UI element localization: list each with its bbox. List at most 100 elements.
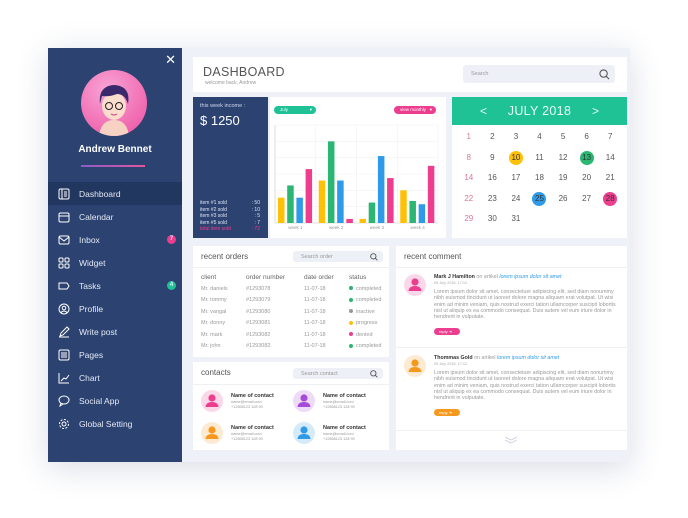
calendar-day[interactable]: 27 <box>575 191 599 207</box>
bar[interactable] <box>377 156 385 223</box>
order-number-cell: #1293079 <box>246 297 271 304</box>
sidebar-item-label: Calendar <box>79 211 114 222</box>
search-input[interactable]: Search <box>463 65 615 83</box>
search-icon[interactable] <box>370 252 378 261</box>
month-select[interactable]: July ▾ <box>274 106 316 114</box>
calendar-day[interactable]: 29 <box>457 211 481 227</box>
bar[interactable] <box>409 200 416 223</box>
bar[interactable] <box>278 197 285 223</box>
bar[interactable] <box>387 178 394 223</box>
bar[interactable] <box>337 180 344 223</box>
calendar-day[interactable]: 24 <box>504 191 528 207</box>
chevron-left-icon[interactable]: < <box>480 104 488 118</box>
calendar-day[interactable]: 6 <box>575 129 599 145</box>
reply-button[interactable]: reply ➜ <box>434 328 460 336</box>
table-row[interactable]: Mr. vangal #1293080 11-07-18 inactive <box>201 306 389 318</box>
chevron-right-icon[interactable]: > <box>591 104 599 118</box>
search-icon[interactable] <box>370 369 378 378</box>
calendar-day[interactable]: 28 <box>598 191 622 207</box>
contact-card[interactable]: Name of contact name@email.com +12658123 1… <box>293 390 366 412</box>
calendar-day[interactable]: 11 <box>528 150 552 166</box>
bar[interactable] <box>327 141 335 223</box>
contact-search-input[interactable]: Search contact <box>293 368 383 379</box>
bar[interactable] <box>400 190 407 223</box>
calendar-day[interactable]: 3 <box>504 129 528 145</box>
order-search-input[interactable]: Search order <box>293 251 383 262</box>
sidebar-item-profile[interactable]: Profile <box>48 297 182 320</box>
calendar-day[interactable]: 4 <box>528 129 552 145</box>
bar[interactable] <box>418 204 426 223</box>
item-count: : 5 <box>254 213 260 219</box>
search-icon[interactable] <box>599 68 610 80</box>
table-row[interactable]: Mr. tommy #1293079 11-07-18 completed <box>201 295 389 307</box>
sidebar-item-inbox[interactable]: Inbox 7 <box>48 228 182 251</box>
bar[interactable] <box>305 169 313 223</box>
chevron-double-down-icon[interactable] <box>504 436 518 444</box>
table-row[interactable]: Mr. daniels #1293078 11-07-18 completed <box>201 283 389 295</box>
day-number: 11 <box>535 152 544 162</box>
article-link[interactable]: lorem ipsum dolor sit amet <box>497 355 560 361</box>
calendar-day[interactable]: 20 <box>575 170 599 186</box>
close-icon[interactable]: ✕ <box>165 52 176 67</box>
client-cell: Mr. vangal <box>201 308 227 315</box>
income-value: $ 1250 <box>200 113 240 128</box>
calendar-day[interactable]: 26 <box>551 191 575 207</box>
calendar-day[interactable]: 10 <box>504 150 528 166</box>
calendar-day[interactable]: 2 <box>481 129 505 145</box>
table-row[interactable]: Mr. mark #1293082 11-07-18 denied <box>201 329 389 341</box>
calendar-day[interactable]: 5 <box>551 129 575 145</box>
period-select[interactable]: view monthly ▾ <box>394 106 436 114</box>
sidebar-item-pages[interactable]: Pages <box>48 343 182 366</box>
sidebar-item-global-setting[interactable]: Global Setting <box>48 412 182 435</box>
comment-author[interactable]: Mark J Hamilton <box>434 274 475 280</box>
bar[interactable] <box>346 218 353 223</box>
bar[interactable] <box>287 185 294 223</box>
item-label: item #2 sold <box>200 206 227 213</box>
calendar-day[interactable]: 14 <box>598 150 622 166</box>
contact-card[interactable]: Name of contact name@email.com +12658123 1… <box>201 390 274 412</box>
bar[interactable] <box>427 165 435 223</box>
calendar-day[interactable]: 18 <box>528 170 552 186</box>
calendar-day[interactable]: 30 <box>481 211 505 227</box>
reply-button[interactable]: reply ➜ <box>434 409 460 417</box>
income-label: this week income : <box>200 103 246 109</box>
calendar-day[interactable]: 22 <box>457 191 481 207</box>
calendar-day[interactable]: 14 <box>457 170 481 186</box>
calendar-day[interactable]: 9 <box>481 150 505 166</box>
calendar-day[interactable]: 13 <box>575 150 599 166</box>
comment-item: Mark J Hamilton on artikel lorem ipsum d… <box>404 274 619 338</box>
bar[interactable] <box>318 180 326 223</box>
bar[interactable] <box>296 197 303 223</box>
calendar-day[interactable]: 25 <box>528 191 552 207</box>
table-row[interactable]: Mr. donny #1293081 11-07-18 progress <box>201 318 389 330</box>
sidebar-item-chart[interactable]: Chart <box>48 366 182 389</box>
day-number: 30 <box>487 214 497 223</box>
status-dot <box>349 286 353 291</box>
calendar-day[interactable]: 7 <box>598 129 622 145</box>
calendar-day[interactable]: 16 <box>481 170 505 186</box>
contact-name: Name of contact <box>231 393 274 399</box>
bar[interactable] <box>368 202 376 223</box>
bar[interactable] <box>359 218 367 223</box>
day-number: 19 <box>558 173 568 182</box>
article-link[interactable]: lorem ipsum dolor sit amet <box>499 274 562 280</box>
contact-card[interactable]: Name of contact name@email.com +12658123 1… <box>293 422 366 444</box>
calendar-day[interactable]: 1 <box>457 129 481 145</box>
calendar-day[interactable]: 31 <box>504 211 528 227</box>
calendar-day[interactable]: 19 <box>551 170 575 186</box>
contact-card[interactable]: Name of contact name@email.com +12658123 1… <box>201 422 274 444</box>
day-number: 1 <box>466 132 471 141</box>
calendar-day[interactable]: 21 <box>598 170 622 186</box>
calendar-day[interactable]: 17 <box>504 170 528 186</box>
sidebar-item-write-post[interactable]: Write post <box>48 320 182 343</box>
sidebar-item-tasks[interactable]: Tasks 4 <box>48 274 182 297</box>
calendar-day[interactable]: 8 <box>457 150 481 166</box>
sidebar-item-calendar[interactable]: Calendar <box>48 205 182 228</box>
sidebar-item-dashboard[interactable]: Dashboard <box>48 182 182 205</box>
calendar-day[interactable]: 12 <box>551 150 575 166</box>
comment-author[interactable]: Thommas Gold <box>434 355 473 361</box>
sidebar-item-social-app[interactable]: Social App <box>48 389 182 412</box>
calendar-day[interactable]: 23 <box>481 191 505 207</box>
table-row[interactable]: Mr. john #1293082 11-07-18 completed <box>201 341 389 353</box>
sidebar-item-widget[interactable]: Widget <box>48 251 182 274</box>
